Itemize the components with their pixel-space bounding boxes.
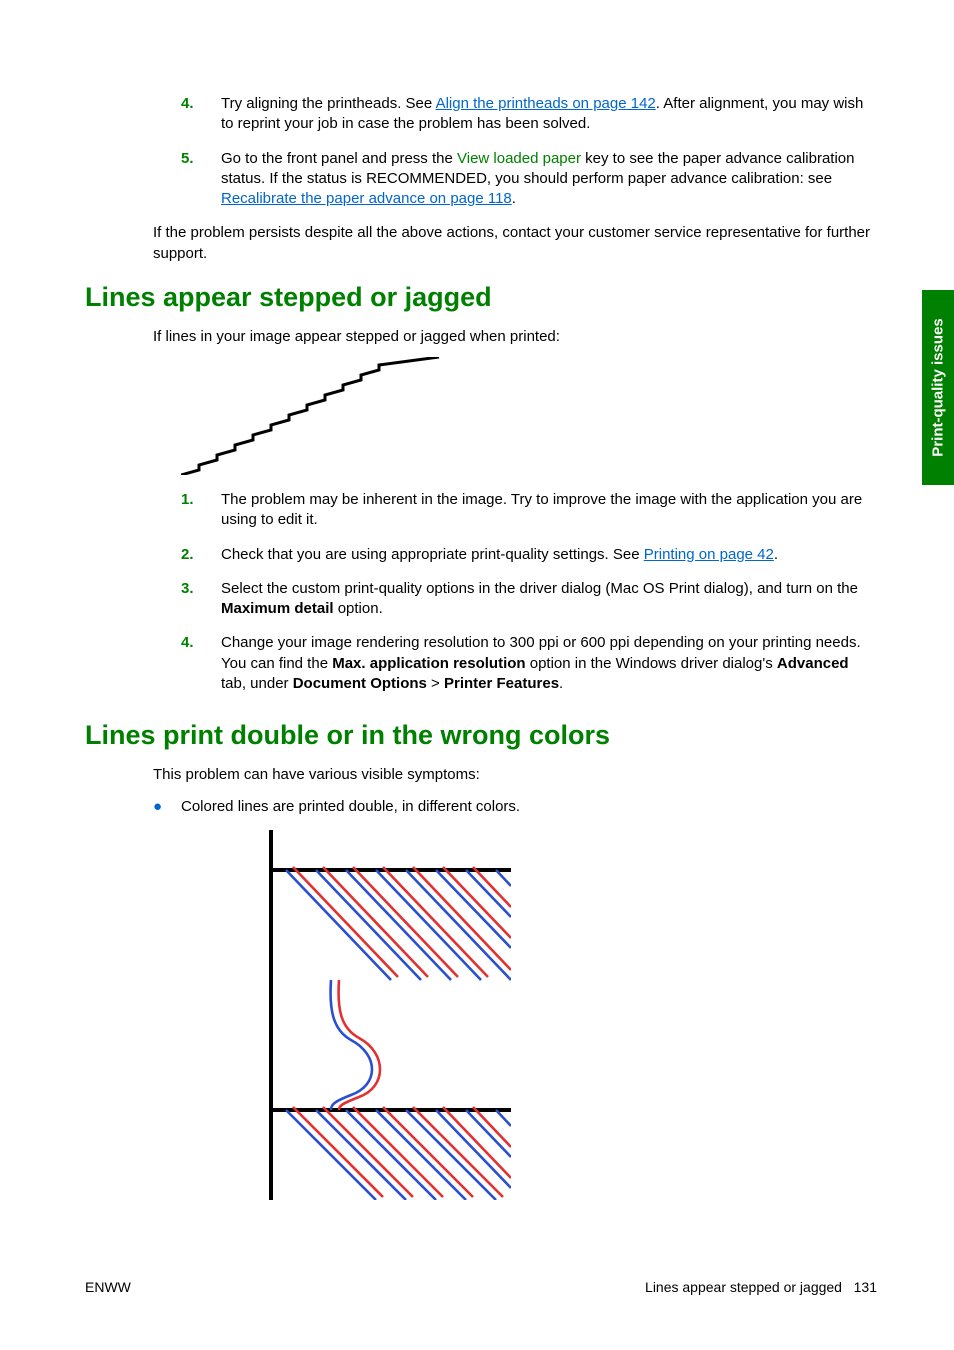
list-item: 4. Try aligning the printheads. See Alig…: [181, 94, 877, 135]
text: .: [512, 190, 516, 207]
bullet-icon: ●: [153, 797, 181, 817]
persist-paragraph: If the problem persists despite all the …: [85, 223, 877, 264]
text: Select the custom print-quality options …: [221, 580, 858, 597]
list-item: 3. Select the custom print-quality optio…: [181, 579, 877, 620]
list-number: 3.: [181, 579, 221, 620]
list-text: Go to the front panel and press the View…: [221, 149, 877, 210]
bold: Printer Features: [444, 675, 559, 692]
list-item: 1. The problem may be inherent in the im…: [181, 490, 877, 531]
section1-ordered-list: 1. The problem may be inherent in the im…: [85, 490, 877, 694]
list-item: 2. Check that you are using appropriate …: [181, 545, 877, 565]
link-printing[interactable]: Printing on page 42: [644, 546, 774, 563]
heading-stepped-jagged: Lines appear stepped or jagged: [85, 282, 877, 313]
text: option in the Windows driver dialog's: [526, 655, 777, 672]
page: 4. Try aligning the printheads. See Alig…: [0, 0, 954, 1350]
list-number: 4.: [181, 633, 221, 694]
bold: Document Options: [293, 675, 427, 692]
list-text: Change your image rendering resolution t…: [221, 633, 877, 694]
text: >: [427, 675, 444, 692]
bullet-item: ● Colored lines are printed double, in d…: [85, 797, 877, 817]
text: tab, under: [221, 675, 293, 692]
top-ordered-list: 4. Try aligning the printheads. See Alig…: [85, 94, 877, 209]
link-align-printheads[interactable]: Align the printheads on page 142: [436, 95, 656, 112]
list-item: 5. Go to the front panel and press the V…: [181, 149, 877, 210]
key-name: View loaded paper: [457, 150, 581, 167]
section2-intro: This problem can have various visible sy…: [85, 765, 877, 785]
bullet-text: Colored lines are printed double, in dif…: [181, 797, 877, 817]
footer-left: ENWW: [85, 1279, 131, 1295]
footer-right: Lines appear stepped or jagged 131: [645, 1279, 877, 1295]
side-tab-label: Print-quality issues: [930, 318, 947, 456]
list-text: Try aligning the printheads. See Align t…: [221, 94, 877, 135]
bold: Max. application resolution: [332, 655, 525, 672]
list-number: 1.: [181, 490, 221, 531]
page-number: 131: [854, 1279, 877, 1295]
list-item: 4. Change your image rendering resolutio…: [181, 633, 877, 694]
list-text: Check that you are using appropriate pri…: [221, 545, 877, 565]
text: Check that you are using appropriate pri…: [221, 546, 644, 563]
bold: Maximum detail: [221, 600, 334, 617]
side-tab: Print-quality issues: [922, 290, 954, 485]
link-recalibrate-paper[interactable]: Recalibrate the paper advance on page 11…: [221, 190, 512, 207]
doubled-lines-image: [85, 830, 877, 1205]
text: .: [774, 546, 778, 563]
content-area: 4. Try aligning the printheads. See Alig…: [85, 94, 877, 1205]
heading-double-wrong-colors: Lines print double or in the wrong color…: [85, 720, 877, 751]
footer: ENWW Lines appear stepped or jagged 131: [85, 1279, 877, 1295]
bold: Advanced: [777, 655, 849, 672]
list-number: 2.: [181, 545, 221, 565]
list-text: The problem may be inherent in the image…: [221, 490, 877, 531]
list-number: 5.: [181, 149, 221, 210]
jagged-line-image: [85, 357, 877, 480]
list-number: 4.: [181, 94, 221, 135]
list-text: Select the custom print-quality options …: [221, 579, 877, 620]
text: .: [559, 675, 563, 692]
text: option.: [334, 600, 383, 617]
section1-intro: If lines in your image appear stepped or…: [85, 327, 877, 347]
footer-section: Lines appear stepped or jagged: [645, 1279, 842, 1295]
text: Try aligning the printheads. See: [221, 95, 436, 112]
text: Go to the front panel and press the: [221, 150, 457, 167]
